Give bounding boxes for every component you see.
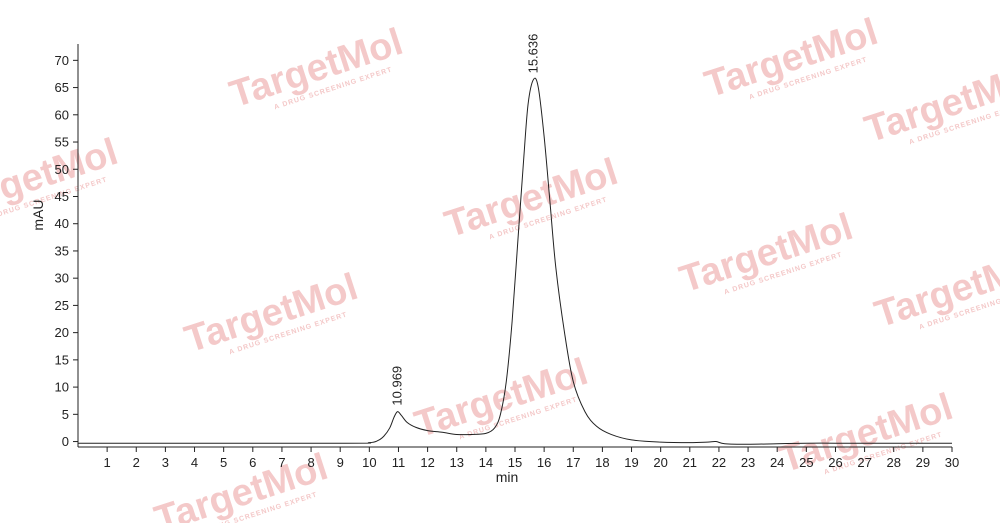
watermark-brand: TargetMol [440,151,623,246]
x-tick-label: 3 [162,455,169,470]
x-axis-title: min [496,469,519,485]
y-tick-label: 10 [55,380,69,395]
x-tick-label: 28 [886,455,900,470]
chromatogram-trace [77,77,952,445]
x-tick-label: 10 [362,455,376,470]
y-tick-label: 30 [55,271,69,286]
y-tick-label: 55 [55,135,69,150]
x-tick-label: 16 [537,455,551,470]
x-tick-label: 22 [712,455,726,470]
x-tick-label: 11 [392,455,406,470]
y-tick-label: 25 [55,298,69,313]
peak-label: 10.969 [390,366,405,406]
x-tick-label: 1 [104,455,111,470]
peak-label: 15.636 [526,34,541,74]
x-tick-label: 30 [945,455,959,470]
x-tick-label: 25 [799,455,813,470]
y-tick-label: 60 [55,107,69,122]
y-tick-label: 0 [62,434,69,449]
x-tick-label: 13 [449,455,463,470]
y-tick-label: 20 [55,325,69,340]
watermark-brand: TargetMol [180,266,363,361]
x-tick-label: 27 [857,455,871,470]
watermark-brand: TargetMol [700,11,883,106]
x-tick-label: 15 [508,455,522,470]
x-tick-label: 2 [133,455,140,470]
y-tick-label: 65 [55,80,69,95]
x-tick-label: 17 [566,455,580,470]
x-tick-label: 14 [479,455,493,470]
x-tick-label: 7 [278,455,285,470]
x-tick-label: 19 [624,455,638,470]
y-axis-title: mAU [30,199,46,230]
x-tick-label: 29 [916,455,930,470]
y-axis-ticks: 0 5 10 15 20 25 30 35 40 45 50 55 60 65 70 [55,53,78,449]
y-tick-label: 70 [55,53,69,68]
y-tick-label: 15 [55,352,69,367]
y-tick-label: 5 [62,407,69,422]
x-tick-label: 24 [770,455,784,470]
y-tick-label: 35 [55,243,69,258]
watermark-brand: TargetMol [225,21,408,116]
x-tick-label: 18 [595,455,609,470]
y-tick-label: 40 [55,216,69,231]
x-tick-label: 6 [249,455,256,470]
x-tick-label: 20 [653,455,667,470]
y-tick-label: 45 [55,189,69,204]
peak-annotations: 10.969 15.636 [390,34,541,406]
x-axis-ticks: 1 2 3 4 5 6 7 8 9 10 11 12 13 14 15 16 17 18 19 20 21 22 23 24 2… [104,447,959,470]
x-tick-label: 8 [307,455,314,470]
x-tick-label: 12 [420,455,434,470]
x-tick-label: 5 [220,455,227,470]
x-tick-label: 4 [191,455,198,470]
x-tick-label: 9 [337,455,344,470]
y-tick-label: 50 [55,162,69,177]
x-tick-label: 26 [828,455,842,470]
x-tick-label: 21 [683,455,697,470]
watermark-brand: TargetMol [150,446,333,523]
watermark-brand: TargetMol [675,206,858,301]
x-tick-label: 23 [741,455,755,470]
